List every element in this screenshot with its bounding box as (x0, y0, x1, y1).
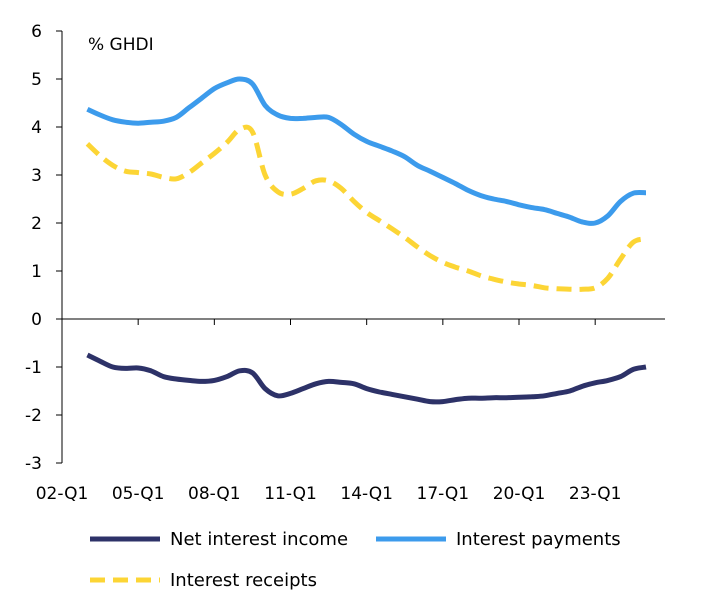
y-tick-label: -1 (25, 358, 42, 378)
y-tick-label: 1 (31, 262, 42, 282)
legend-label-net-interest-income: Net interest income (170, 529, 348, 550)
y-tick-label: -2 (25, 406, 42, 426)
x-tick-label: 14-Q1 (340, 484, 393, 504)
series-line-interest-payments (86, 76, 647, 226)
x-tick-label: 05-Q1 (112, 484, 165, 504)
y-tick-label: -3 (25, 454, 42, 474)
y-tick-label: 2 (31, 214, 42, 234)
x-tick-label: 08-Q1 (188, 484, 241, 504)
x-tick-label: 17-Q1 (417, 484, 470, 504)
x-tick-label: 23-Q1 (569, 484, 622, 504)
legend-label-interest-receipts: Interest receipts (170, 570, 317, 591)
x-tick-label: 02-Q1 (36, 484, 89, 504)
y-tick-label: 4 (31, 118, 42, 138)
y-tick-label: 3 (31, 166, 42, 186)
y-tick-label: 5 (31, 70, 42, 90)
axes: 6 5 4 3 2 1 0 -1 -2 -3 02-Q1 05-Q1 08-Q1 11-Q1 14-Q1 17… (25, 22, 665, 504)
y-tick-label: 0 (31, 310, 42, 330)
x-tick-label: 11-Q1 (264, 484, 317, 504)
series-line-net-interest-income (86, 352, 647, 405)
y-tick-label: 6 (31, 22, 42, 42)
x-tick-label: 20-Q1 (493, 484, 546, 504)
series-layer (85, 76, 647, 405)
legend-label-interest-payments: Interest payments (456, 529, 621, 550)
unit-label: % GHDI (88, 35, 154, 55)
legend: Net interest income Interest payments Inte… (90, 529, 621, 591)
series-line-interest-receipts (85, 124, 647, 292)
